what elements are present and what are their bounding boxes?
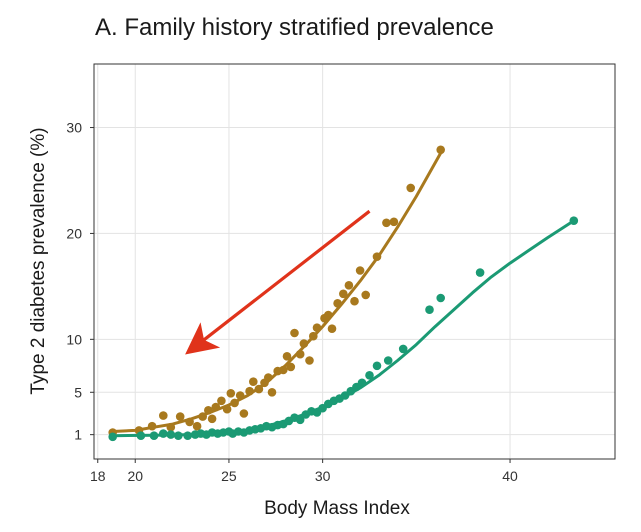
y-tick-label: 30 bbox=[66, 120, 82, 136]
data-point-series-1 bbox=[207, 414, 217, 424]
data-point-series-1 bbox=[339, 289, 348, 299]
data-point-series-1 bbox=[299, 339, 309, 348]
data-point-series-1 bbox=[198, 412, 207, 421]
data-point-series-2 bbox=[166, 430, 176, 439]
data-point-series-1 bbox=[159, 411, 168, 420]
x-tick-label: 40 bbox=[502, 468, 518, 484]
data-point-series-1 bbox=[350, 296, 359, 306]
data-point-series-2 bbox=[108, 432, 117, 442]
data-point-series-1 bbox=[361, 290, 371, 300]
data-point-series-2 bbox=[475, 268, 485, 277]
data-point-series-1 bbox=[185, 417, 194, 427]
data-point-series-1 bbox=[344, 281, 354, 290]
x-tick-label: 30 bbox=[315, 468, 331, 484]
grid bbox=[94, 64, 615, 459]
data-point-series-1 bbox=[217, 396, 226, 406]
annotation bbox=[185, 209, 371, 355]
data-point-series-1 bbox=[279, 365, 288, 375]
x-tick-label: 18 bbox=[90, 468, 106, 484]
plot-area-border bbox=[93, 63, 616, 460]
data-point-series-1 bbox=[226, 389, 236, 398]
y-tick-label: 10 bbox=[66, 331, 82, 347]
fit-line-series-1 bbox=[111, 151, 443, 433]
data-point-series-2 bbox=[183, 431, 192, 441]
data-point-series-1 bbox=[235, 391, 245, 400]
data-point-series-1 bbox=[249, 377, 258, 387]
data-point-series-1 bbox=[286, 362, 296, 372]
y-tick-label: 5 bbox=[74, 384, 82, 400]
data-point-series-1 bbox=[406, 183, 416, 193]
data-point-series-2 bbox=[383, 356, 393, 365]
data-point-series-1 bbox=[222, 404, 232, 414]
data-point-series-1 bbox=[389, 217, 399, 227]
chart-title: A. Family history stratified prevalence bbox=[95, 14, 494, 41]
data-point-series-2 bbox=[136, 431, 146, 441]
data-point-series-1 bbox=[305, 356, 314, 365]
data-point-series-1 bbox=[327, 324, 337, 334]
data-point-series-1 bbox=[333, 299, 342, 308]
data-point-series-1 bbox=[324, 310, 333, 320]
data-point-series-1 bbox=[211, 402, 221, 412]
data-point-series-1 bbox=[239, 409, 249, 418]
data-point-series-1 bbox=[147, 421, 157, 431]
data-point-series-1 bbox=[372, 252, 382, 261]
data-point-series-1 bbox=[282, 352, 292, 361]
data-point-series-2 bbox=[357, 378, 367, 388]
data-point-series-2 bbox=[365, 371, 374, 380]
y-tick-label: 1 bbox=[74, 427, 82, 443]
axis-ticks: 18 20 25 30 40 1 5 10 20 30 bbox=[66, 120, 518, 484]
data-point-series-2 bbox=[398, 344, 408, 354]
data-point-series-2 bbox=[372, 361, 382, 371]
red-arrow bbox=[185, 209, 371, 355]
data-point-series-2 bbox=[159, 429, 168, 438]
data-point-series-2 bbox=[149, 431, 159, 441]
data-point-series-1 bbox=[382, 218, 391, 228]
x-axis-title: Body Mass Index bbox=[264, 498, 410, 519]
data-point-series-1 bbox=[192, 421, 202, 431]
data-point-series-1 bbox=[267, 388, 277, 397]
x-tick-label: 20 bbox=[127, 468, 143, 484]
data-point-series-1 bbox=[436, 145, 446, 155]
data-point-series-1 bbox=[309, 331, 318, 341]
data-point-series-1 bbox=[245, 386, 254, 396]
x-tick-label: 25 bbox=[221, 468, 237, 484]
data-point-series-1 bbox=[254, 384, 264, 394]
data-point-series-1 bbox=[204, 406, 213, 415]
data-point-series-1 bbox=[290, 328, 299, 338]
data-point-series-1 bbox=[312, 323, 322, 333]
y-tick-label: 20 bbox=[66, 225, 82, 241]
data-point-series-2 bbox=[295, 415, 305, 425]
data-point-series-2 bbox=[425, 305, 434, 315]
data-point-series-1 bbox=[264, 373, 273, 382]
data-point-series-1 bbox=[295, 349, 305, 359]
data-point-series-1 bbox=[166, 422, 176, 432]
y-axis-title: Type 2 diabetes prevalence (%) bbox=[28, 127, 49, 394]
fit-line-series-2 bbox=[111, 219, 576, 438]
data-points bbox=[108, 145, 579, 442]
data-point-series-2 bbox=[174, 431, 183, 441]
data-point-series-1 bbox=[355, 266, 365, 275]
data-point-series-2 bbox=[436, 293, 446, 303]
data-point-series-1 bbox=[230, 398, 239, 408]
data-point-series-2 bbox=[569, 216, 579, 225]
data-point-series-1 bbox=[175, 412, 185, 421]
